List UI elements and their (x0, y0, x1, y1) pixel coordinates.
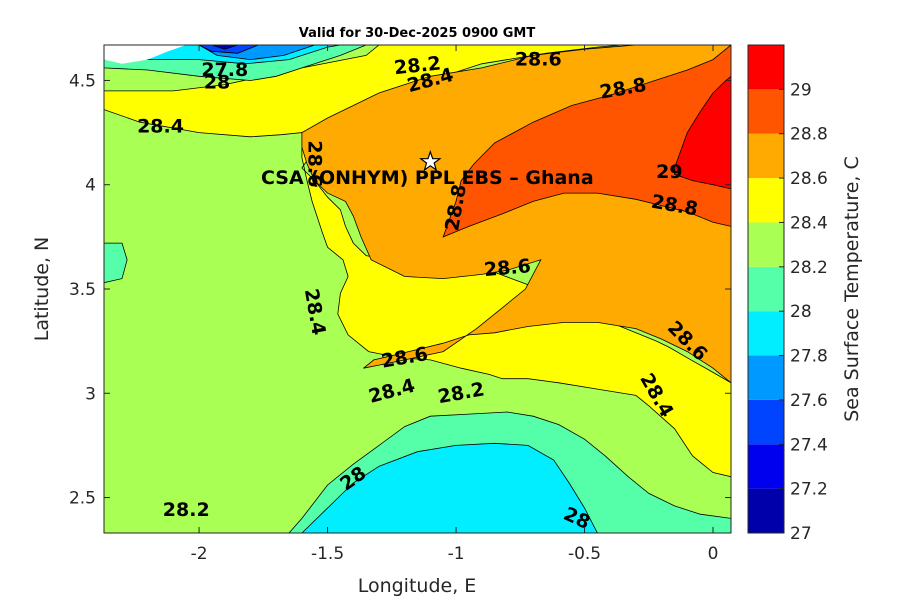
contour-label-2: 28.6 (515, 49, 562, 71)
colorbar-tick-label-5: 28 (790, 302, 812, 322)
colorbar-tick-label-10: 29 (790, 80, 812, 100)
colorbar-swatch-10 (748, 45, 784, 90)
colorbar-swatch-4 (748, 311, 784, 356)
y-tick-label-4: 4.5 (69, 71, 96, 91)
contour-region-4 (442, 45, 731, 238)
colorbar-tick-label-8: 28.6 (790, 169, 828, 189)
x-tick-label-0: -2 (191, 544, 208, 564)
contour-label-4: 27.8 (201, 59, 248, 81)
y-axis-label: Latitude, N (31, 237, 53, 342)
colorbar-swatch-9 (748, 89, 784, 134)
colorbar-swatch-0 (748, 488, 784, 533)
contour-label-5: 28 (204, 72, 230, 94)
colorbar-swatch-3 (748, 355, 784, 400)
colorbar-tick-label-1: 27.2 (790, 480, 828, 500)
x-tick-label-2: -1 (448, 544, 465, 564)
colorbar-swatch-8 (748, 133, 784, 179)
colorbar-swatch-2 (748, 399, 784, 445)
contour-fill-layer (104, 45, 731, 533)
colorbar-swatch-5 (748, 266, 784, 312)
contour-region-5 (674, 75, 731, 190)
site-layer: CSA (ONHYM) PPL EBS – Ghana (261, 149, 594, 189)
site-name-label: CSA (ONHYM) PPL EBS – Ghana (261, 167, 594, 189)
colorbar-tick-label-3: 27.6 (790, 391, 828, 411)
contour-label-6: 28.4 (137, 115, 184, 137)
contour-label-9: 29 (656, 161, 682, 183)
contour-label-11: 28.6 (483, 255, 532, 281)
contour-label-0: 28.2 (393, 52, 442, 79)
colorbar-tick-label-9: 28.8 (790, 125, 828, 145)
colorbar-swatch-6 (748, 222, 784, 267)
colorbar-swatch-1 (748, 444, 784, 489)
chart-title: Valid for 30-Dec-2025 0900 GMT (299, 26, 536, 41)
no-data-mask (104, 45, 187, 64)
colorbar-frame (747, 44, 785, 534)
colorbar-tick-label-4: 27.8 (790, 347, 828, 367)
colorbar-swatch-7 (748, 178, 784, 223)
x-tick-label-3: -0.5 (568, 544, 601, 564)
contour-label-7: 28.6 (304, 140, 326, 187)
colorbar-tick-label-0: 27 (790, 524, 812, 544)
x-axis-ticks: -2 -1.5 -1 -0.5 0 (191, 45, 719, 564)
y-tick-label-3: 4 (85, 176, 96, 196)
contour-region-7 (301, 442, 598, 533)
colorbar-tick-label-6: 28.2 (790, 258, 828, 278)
contour-region-11 (198, 45, 259, 54)
colorbar: 27 27.2 27.4 27.6 27.8 28 28.2 28.4 28.6 28.8 29 (747, 44, 828, 544)
x-axis-label: Longitude, E (358, 575, 477, 597)
colorbar-tick-label-2: 27.4 (790, 435, 828, 455)
contour-label-19: 28.2 (163, 499, 210, 521)
y-tick-label-0: 2.5 (69, 489, 96, 509)
colorbar-tick-label-7: 28.4 (790, 213, 828, 233)
site-star-marker (419, 149, 442, 172)
x-tick-label-4: 0 (708, 544, 719, 564)
contour-region-1 (104, 242, 128, 284)
y-tick-label-2: 3.5 (69, 280, 96, 300)
colorbar-label: Sea Surface Temperature, C (841, 156, 863, 422)
y-axis-ticks: 2.5 3 3.5 4 4.5 (69, 71, 731, 509)
x-tick-label-1: -1.5 (311, 544, 344, 564)
contour-region-12 (211, 45, 238, 50)
y-tick-label-1: 3 (85, 384, 96, 404)
